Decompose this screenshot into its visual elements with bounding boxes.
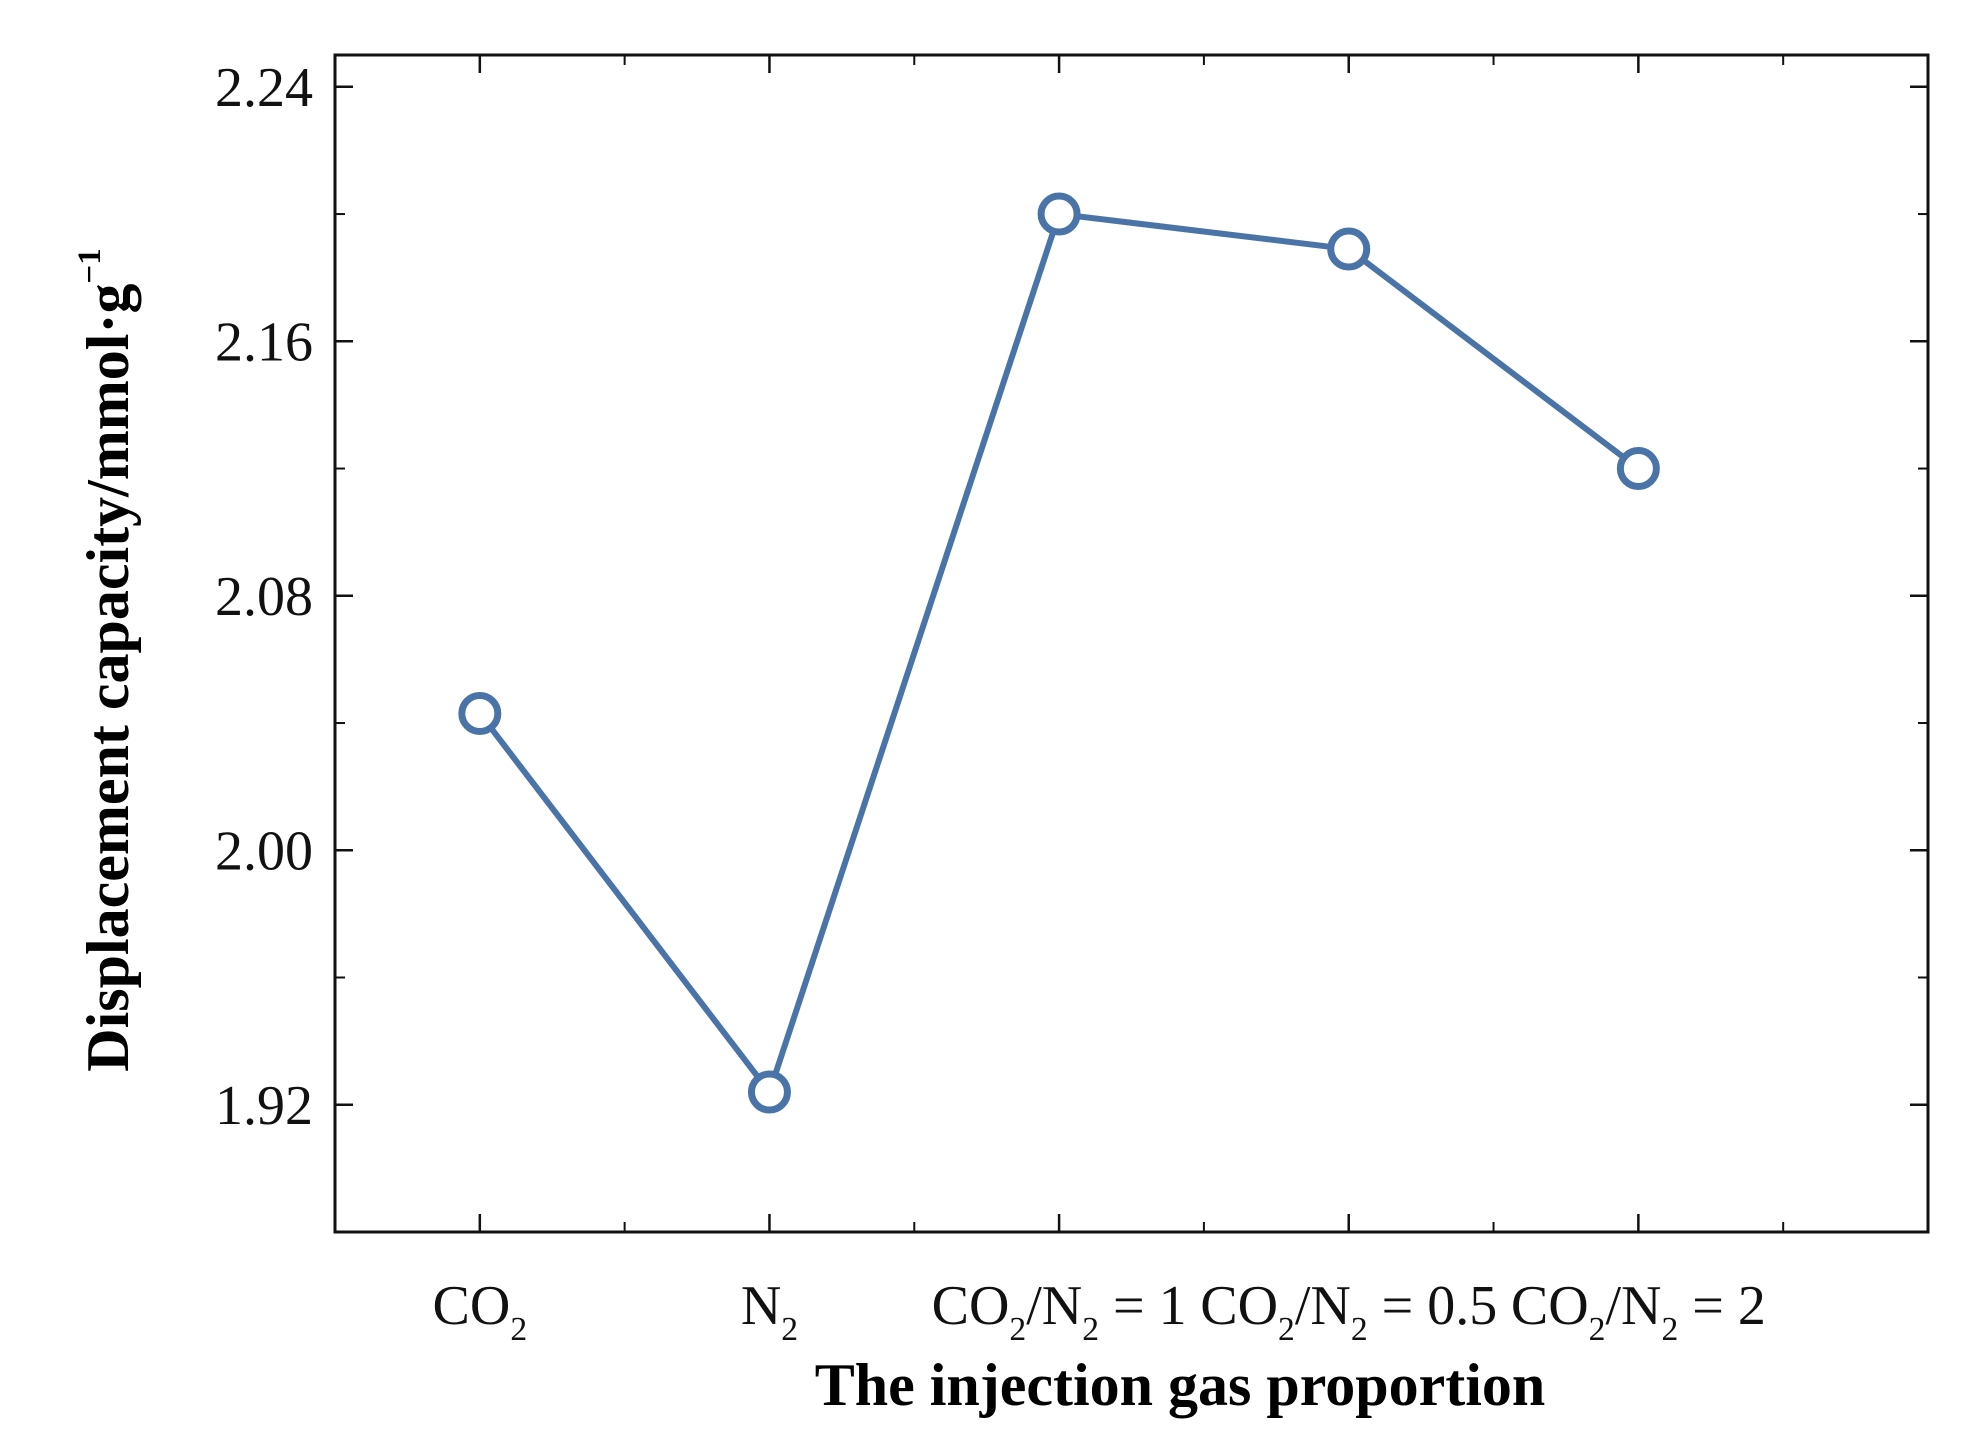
plot-frame-rect — [333, 53, 1930, 1234]
y-tick-label: 2.16 — [215, 311, 313, 373]
series-segment — [766, 211, 1063, 1096]
data-point — [1616, 447, 1660, 491]
x-axis-title: The injection gas proportion — [815, 1352, 1546, 1418]
y-axis-title-superscript: −1 — [72, 248, 108, 283]
x-tick-label: CO2/N2 = 1 — [932, 1275, 1187, 1348]
x-tick-label: CO2 — [433, 1275, 528, 1348]
axis-ticks — [335, 55, 1928, 1232]
data-point — [1037, 192, 1081, 236]
series-segment — [476, 710, 773, 1096]
series-line — [476, 211, 1642, 1096]
series-markers — [458, 192, 1660, 1114]
y-tick-label: 1.92 — [215, 1075, 313, 1137]
y-tick-label: 2.24 — [215, 57, 313, 119]
series-segment — [1345, 246, 1642, 472]
x-tick-label: N2 — [741, 1275, 798, 1348]
y-axis-title: Displacement capacity/mmol·g−1 — [72, 248, 141, 1072]
y-tick-label: 2.00 — [215, 820, 313, 882]
x-tick-labels: CO2 N2 CO2/N2 = 1 CO2/N2 = 0.5 CO2/N2 = 2 — [433, 1275, 1766, 1348]
data-point — [458, 691, 502, 735]
y-axis-title-text: Displacement capacity/mmol·g — [75, 284, 141, 1072]
x-tick-label: CO2/N2 = 2 — [1511, 1275, 1766, 1348]
data-point — [747, 1070, 791, 1114]
series-segment — [1056, 211, 1352, 253]
x-tick-label: CO2/N2 = 0.5 — [1200, 1275, 1497, 1348]
data-point — [1327, 227, 1371, 271]
plot-frame — [333, 53, 1930, 1234]
y-tick-label: 2.08 — [215, 566, 313, 628]
y-tick-labels: 1.92 2.00 2.08 2.16 2.24 — [215, 57, 313, 1137]
